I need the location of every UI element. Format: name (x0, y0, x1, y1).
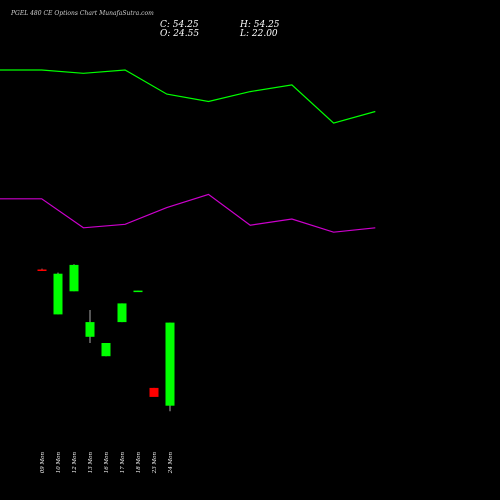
date-label: 17 Mon (120, 452, 126, 474)
high-readout: H: 54.25 (240, 20, 280, 30)
high-value: 54.25 (253, 20, 280, 30)
candle-body (133, 290, 143, 293)
chart-title: PGEL 480 CE Options Chart MunafaSutra.co… (11, 10, 154, 17)
candle-body (117, 303, 127, 323)
date-label: 18 Mon (136, 452, 142, 474)
date-label-layer: 09 Mon 10 Mon 12 Mon 13 Mon 16 Mon 17 Mon 18 M… (40, 452, 174, 475)
low-value: 22.00 (251, 29, 278, 39)
indicator-layer (0, 69, 376, 233)
candle-body (53, 273, 63, 315)
open-readout: O: 24.55 (160, 29, 199, 39)
candle-body (85, 322, 95, 337)
candle-body (165, 322, 175, 406)
close-readout: C: 54.25 (160, 20, 199, 30)
date-label: 13 Mon (88, 452, 94, 474)
date-label: 10 Mon (56, 452, 62, 474)
date-label: 24 Mon (168, 452, 174, 475)
candle-body (101, 343, 111, 357)
candle-body (37, 269, 47, 271)
low-label: L: (240, 29, 250, 39)
candle-body (69, 264, 79, 292)
open-value: 24.55 (173, 29, 200, 39)
date-label: 09 Mon (40, 452, 46, 474)
close-label: C: (160, 20, 170, 30)
high-label: H: (240, 20, 251, 30)
date-label: 16 Mon (104, 452, 110, 474)
candle-layer (37, 264, 175, 412)
close-value: 54.25 (172, 20, 199, 30)
date-label: 12 Mon (72, 452, 78, 474)
date-label: 23 Mon (152, 452, 158, 475)
indicator-line-1 (0, 69, 376, 124)
indicator-line-2 (0, 193, 376, 233)
candle-body (149, 387, 159, 397)
open-label: O: (160, 29, 171, 39)
low-readout: L: 22.00 (240, 29, 278, 39)
